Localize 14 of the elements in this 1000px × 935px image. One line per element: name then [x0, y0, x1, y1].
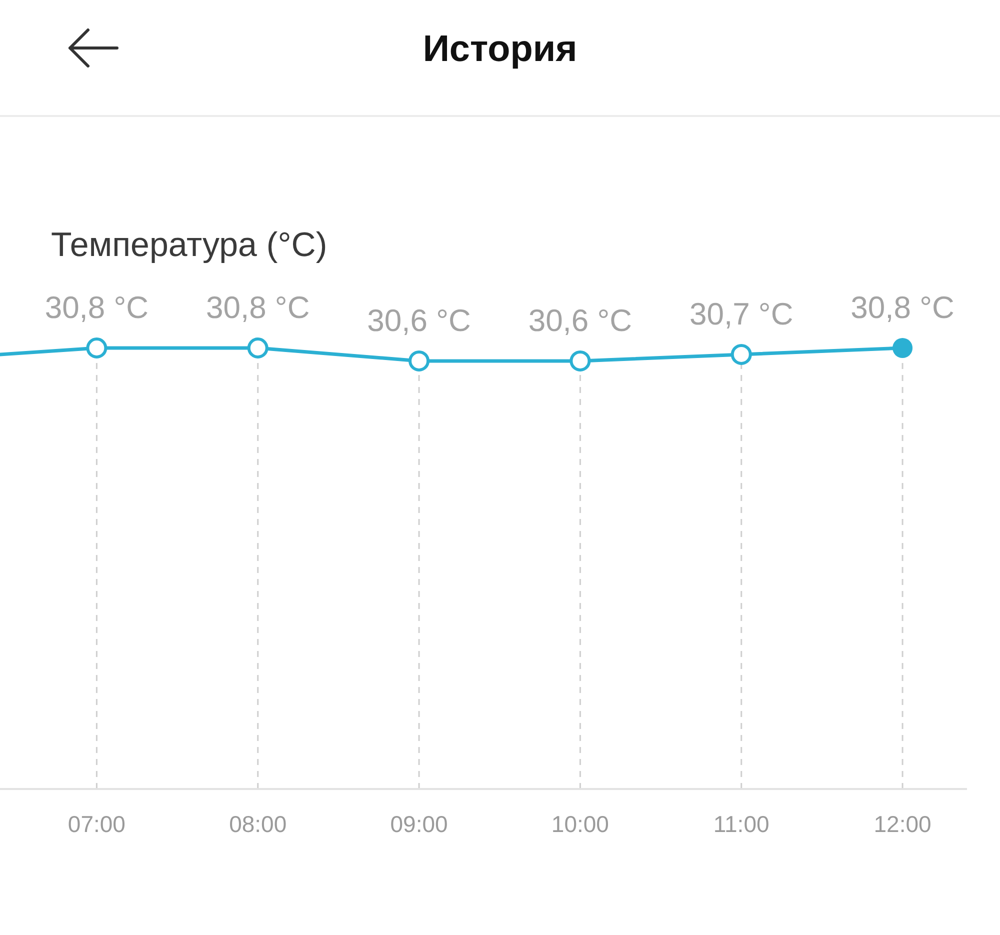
x-tick-label: 10:00 — [551, 811, 609, 837]
data-label: 30,8 °C — [44, 290, 149, 325]
data-label: 30,8 °C — [206, 290, 310, 325]
data-label: 30,7 °C — [690, 296, 794, 332]
x-tick-label: 12:00 — [874, 811, 932, 837]
x-tick-label: 07:00 — [68, 811, 126, 837]
x-tick-label: 11:00 — [713, 811, 770, 837]
x-tick-label: 09:00 — [390, 811, 448, 837]
data-label: 30,8 °C — [850, 290, 954, 325]
data-label: 30,6 °C — [528, 302, 632, 338]
data-label: 30,6 °C — [367, 302, 471, 338]
x-tick-label: 08:00 — [229, 811, 287, 837]
y-axis-title: Температура (°C) — [51, 226, 328, 264]
chart-title: История — [422, 28, 578, 69]
